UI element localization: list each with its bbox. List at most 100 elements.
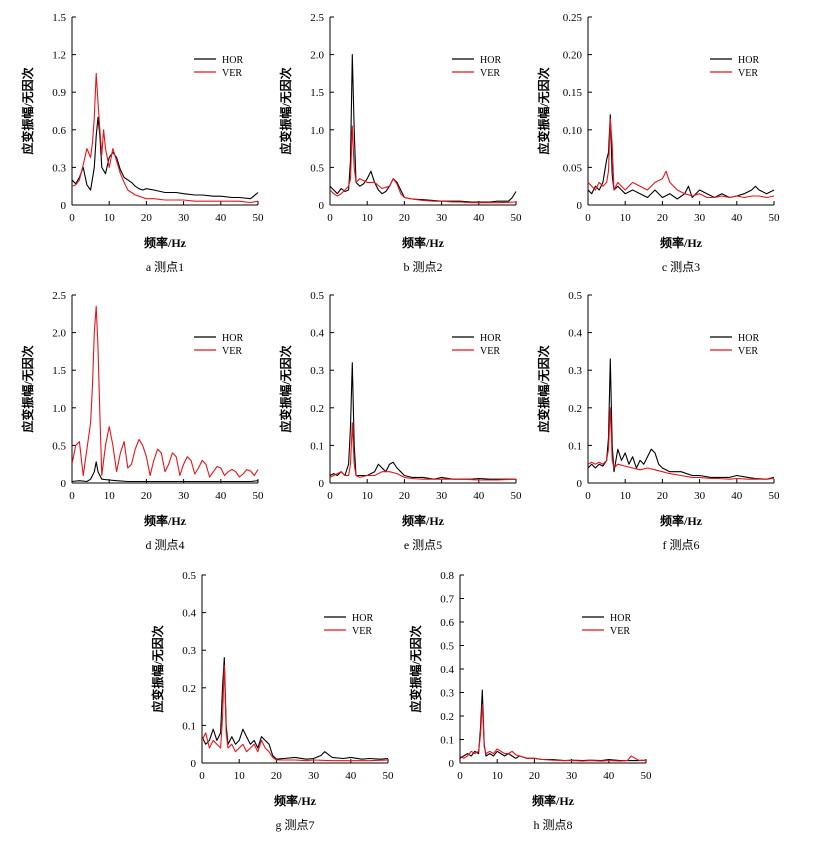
chart-caption: f 测点6: [663, 538, 700, 552]
chart-panel-8: 0 0.1 0.2 0.3 0.4 0.5 0.6 0.7 0.8 0 10 20 30 40 50 频率/H…: [408, 570, 652, 832]
x-tick-label: 10: [620, 490, 632, 502]
x-tick-label: 10: [362, 212, 374, 224]
series-line-ver: [588, 407, 775, 480]
legend-label-hor: HOR: [738, 55, 759, 66]
y-tick-label: 0.25: [563, 12, 583, 24]
x-tick-label: 40: [473, 212, 485, 224]
legend-label-ver: VER: [480, 346, 500, 357]
x-tick-label: 50: [383, 770, 395, 782]
y-tick-label: 0: [319, 200, 325, 212]
x-tick-label: 10: [362, 490, 374, 502]
x-tick-label: 40: [345, 770, 357, 782]
chart-caption: e 测点5: [404, 538, 442, 552]
y-axis-label: 应变振幅/无因次: [408, 625, 423, 712]
x-tick-label: 0: [199, 770, 205, 782]
y-tick-label: 0: [577, 478, 583, 490]
y-tick-label: 0.9: [52, 87, 66, 99]
x-tick-label: 20: [141, 212, 153, 224]
y-tick-label: 0.5: [568, 290, 582, 302]
legend-label-hor: HOR: [480, 333, 501, 344]
chart-caption: g 测点7: [275, 818, 314, 832]
x-tick-label: 20: [657, 490, 669, 502]
chart-panel-6: 0 0.1 0.2 0.3 0.4 0.5 0 10 20 30 40 50 频率/Hz 应变振幅/无因次…: [536, 290, 780, 552]
x-tick-label: 20: [399, 212, 411, 224]
y-axis-label: 应变振幅/无因次: [536, 67, 551, 154]
x-tick-label: 50: [511, 212, 523, 224]
legend-label-ver: VER: [610, 626, 630, 637]
chart-caption: b 测点2: [403, 260, 442, 274]
legend-label-hor: HOR: [222, 55, 243, 66]
y-tick-label: 0: [61, 200, 67, 212]
series-line-ver: [588, 117, 775, 199]
y-tick-label: 1.5: [52, 365, 66, 377]
y-axis-label: 应变振幅/无因次: [278, 345, 293, 432]
y-axis-label: 应变振幅/无因次: [278, 67, 293, 154]
y-tick-label: 0.4: [310, 328, 324, 340]
x-tick-label: 20: [141, 490, 153, 502]
y-tick-label: 0.3: [310, 365, 324, 377]
legend-label-hor: HOR: [480, 55, 501, 66]
series-line-ver: [202, 664, 389, 762]
y-tick-label: 0.2: [568, 403, 582, 415]
y-tick-label: 0.1: [310, 440, 324, 452]
x-tick-label: 10: [104, 212, 116, 224]
x-tick-label: 40: [473, 490, 485, 502]
y-tick-label: 0.7: [440, 594, 454, 606]
x-tick-label: 40: [215, 212, 227, 224]
x-tick-label: 30: [694, 212, 706, 224]
y-tick-label: 0.4: [568, 328, 582, 340]
x-axis-label: 频率/Hz: [402, 513, 445, 528]
legend-label-hor: HOR: [610, 613, 631, 624]
y-tick-label: 0.15: [563, 87, 583, 99]
x-tick-label: 30: [178, 490, 190, 502]
legend-label-ver: VER: [738, 68, 758, 79]
y-tick-label: 0.5: [182, 570, 196, 582]
series-line-hor: [330, 362, 516, 480]
x-axis-label: 频率/Hz: [144, 513, 187, 528]
legend-label-hor: HOR: [222, 333, 243, 344]
x-axis-label: 频率/Hz: [660, 513, 703, 528]
y-axis-label: 应变振幅/无因次: [536, 345, 551, 432]
x-tick-label: 40: [215, 490, 227, 502]
series-line-hor: [330, 54, 517, 203]
x-axis-label: 频率/Hz: [274, 793, 317, 808]
x-tick-label: 30: [436, 490, 448, 502]
legend-label-ver: VER: [222, 68, 242, 79]
chart-panel-3: 0 0.05 0.10 0.15 0.20 0.25 0 10 20 30 40 50 频率/Hz 应变振…: [536, 12, 780, 274]
y-tick-label: 0.3: [182, 645, 196, 657]
x-tick-label: 40: [603, 770, 615, 782]
x-tick-label: 40: [731, 490, 743, 502]
y-tick-label: 0: [319, 478, 325, 490]
y-tick-label: 0.1: [440, 735, 454, 747]
legend-label-ver: VER: [352, 626, 372, 637]
x-tick-label: 50: [769, 212, 781, 224]
y-tick-label: 0.5: [52, 440, 66, 452]
y-axis-label: 应变振幅/无因次: [20, 67, 35, 154]
x-axis-label: 频率/Hz: [532, 793, 575, 808]
y-tick-label: 0.1: [182, 720, 196, 732]
x-tick-label: 50: [641, 770, 653, 782]
x-tick-label: 10: [620, 212, 632, 224]
y-tick-label: 0.4: [182, 608, 196, 620]
y-tick-label: 0: [449, 758, 455, 770]
legend-label-ver: VER: [222, 346, 242, 357]
y-tick-label: 0.10: [563, 125, 583, 137]
x-tick-label: 0: [585, 212, 591, 224]
y-tick-label: 0.1: [568, 440, 582, 452]
x-tick-label: 20: [271, 770, 283, 782]
y-tick-label: 1.0: [310, 125, 324, 137]
x-tick-label: 0: [69, 490, 75, 502]
x-tick-label: 0: [585, 490, 591, 502]
x-tick-label: 10: [492, 770, 504, 782]
y-tick-label: 2.5: [310, 12, 324, 24]
x-tick-label: 0: [327, 212, 333, 224]
x-tick-label: 30: [566, 770, 578, 782]
y-tick-label: 0.2: [440, 711, 454, 723]
y-tick-label: 0.6: [440, 617, 454, 629]
legend-label-hor: HOR: [738, 333, 759, 344]
y-tick-label: 0: [577, 200, 583, 212]
x-tick-label: 30: [178, 212, 190, 224]
series-line-ver: [460, 703, 647, 762]
chart-panel-7: 0 0.1 0.2 0.3 0.4 0.5 0 10 20 30 40 50 频率/Hz 应变振幅/无因次…: [150, 570, 394, 832]
